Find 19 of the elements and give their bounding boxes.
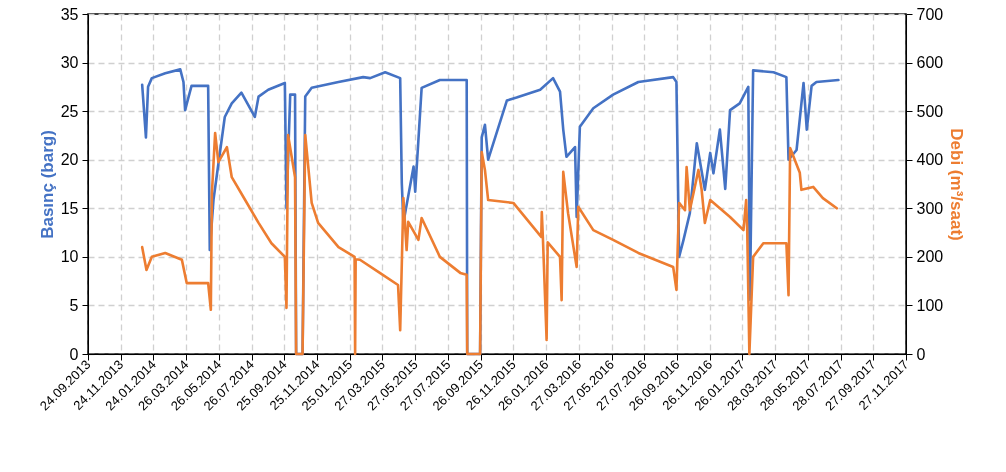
y2-tick-label: 200 <box>916 248 944 266</box>
y-axis-title: Basınç (barg) <box>37 130 57 239</box>
y2-tick-label: 600 <box>916 54 944 72</box>
y2-tick-label: 400 <box>916 151 944 169</box>
y-tick-label: 20 <box>60 151 79 169</box>
y-tick-label: 15 <box>60 199 79 217</box>
y2-tick-label: 300 <box>916 199 944 217</box>
y-tick-label: 35 <box>60 5 79 23</box>
y2-tick-label: 500 <box>916 102 944 120</box>
y-tick-label: 10 <box>60 248 79 266</box>
y2-tick-label: 700 <box>916 5 944 23</box>
y-tick-label: 30 <box>60 54 79 72</box>
y2-tick-label: 0 <box>916 345 926 363</box>
y-tick-label: 5 <box>69 296 79 314</box>
y2-axis-title: Debi (m³/saat) <box>947 128 967 241</box>
y-tick-label: 25 <box>60 102 79 120</box>
line-series <box>140 131 839 356</box>
y2-tick-label: 100 <box>916 296 944 314</box>
y-tick-label: 0 <box>69 345 79 363</box>
